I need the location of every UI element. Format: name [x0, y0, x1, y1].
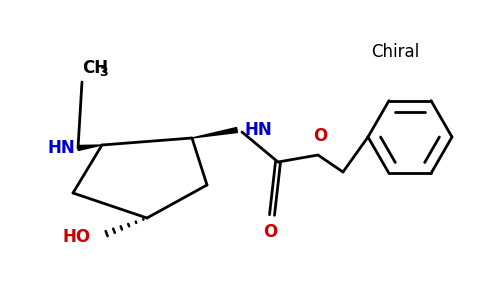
Polygon shape — [192, 128, 238, 138]
Polygon shape — [78, 145, 102, 151]
Text: HN: HN — [47, 139, 75, 157]
Text: CH: CH — [82, 59, 108, 77]
Text: HO: HO — [63, 228, 91, 246]
Text: O: O — [263, 223, 277, 241]
Text: 3: 3 — [99, 65, 107, 79]
Text: HN: HN — [244, 121, 272, 139]
Text: Chiral: Chiral — [371, 43, 419, 61]
Text: O: O — [313, 127, 327, 145]
